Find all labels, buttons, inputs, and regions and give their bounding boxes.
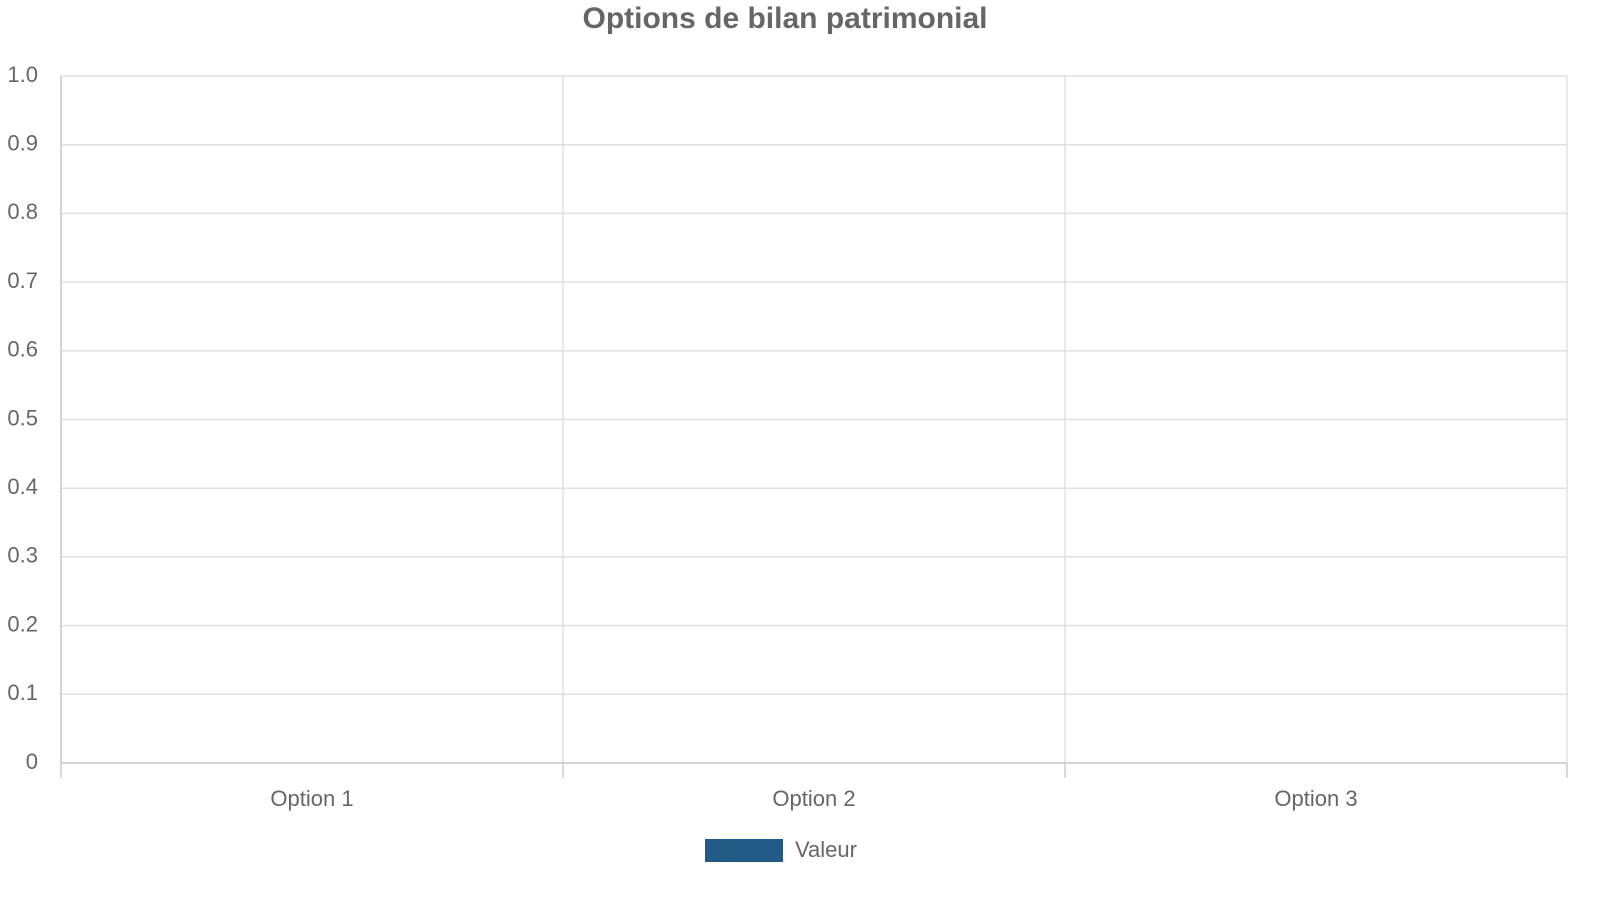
y-tick-label: 0.6 [7,337,38,362]
y-tick-label: 1.0 [7,62,38,87]
y-tick-label: 0.3 [7,543,38,568]
y-tick-label: 0.7 [7,268,38,293]
x-tick-label: Option 2 [772,786,855,811]
legend-swatch [705,839,783,862]
chart-title: Options de bilan patrimonial [582,2,987,35]
y-tick-label: 0.4 [7,474,38,499]
legend-label: Valeur [795,837,857,862]
y-tick-label: 0.9 [7,131,38,156]
y-tick-label: 0.2 [7,611,38,636]
x-tick-label: Option 3 [1274,786,1357,811]
y-tick-label: 0.8 [7,199,38,224]
y-tick-label: 0.5 [7,405,38,430]
x-tick-label: Option 1 [270,786,353,811]
y-tick-label: 0 [26,749,38,774]
y-tick-label: 0.1 [7,680,38,705]
